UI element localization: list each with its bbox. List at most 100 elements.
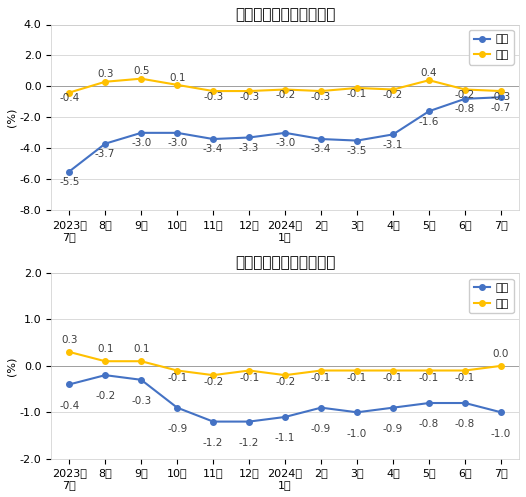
Text: -0.4: -0.4 [59,93,79,103]
环比 [246,88,252,94]
环比 [282,86,288,92]
同比 [102,372,108,378]
Text: -0.2: -0.2 [275,378,295,388]
同比 [174,405,180,411]
Line: 同比: 同比 [66,94,504,174]
环比 [462,367,468,373]
环比 [174,367,180,373]
Text: 0.3: 0.3 [61,335,77,345]
Text: -0.2: -0.2 [275,90,295,100]
同比 [210,418,216,424]
同比 [462,400,468,406]
Text: -0.3: -0.3 [203,92,223,102]
同比 [354,138,360,144]
Text: -3.0: -3.0 [167,138,187,148]
环比 [498,88,504,94]
同比 [498,94,504,100]
环比 [462,86,468,92]
同比 [282,414,288,420]
Text: -0.3: -0.3 [239,92,259,102]
Text: -0.8: -0.8 [455,104,475,114]
Text: -0.1: -0.1 [311,373,331,383]
Text: -0.1: -0.1 [383,373,403,383]
环比 [138,358,144,364]
Title: 生产资料出厂价格涨跌幅: 生产资料出厂价格涨跌幅 [235,7,335,22]
Text: -0.2: -0.2 [95,392,115,402]
环比 [318,88,324,94]
Text: -0.8: -0.8 [419,419,439,429]
Text: -0.1: -0.1 [167,373,187,383]
环比 [66,89,73,95]
Text: 0.4: 0.4 [421,68,437,78]
Text: -1.2: -1.2 [203,438,224,448]
Text: -1.6: -1.6 [419,117,439,127]
Text: 0.1: 0.1 [169,73,185,83]
Text: -1.0: -1.0 [491,428,511,438]
Text: -3.5: -3.5 [347,146,367,156]
同比 [138,377,144,383]
Line: 环比: 环比 [66,349,504,378]
环比 [246,367,252,373]
Text: -0.1: -0.1 [419,373,439,383]
环比 [426,77,432,83]
Line: 环比: 环比 [66,76,504,95]
Text: -3.0: -3.0 [275,138,295,148]
环比 [426,367,432,373]
Text: -0.7: -0.7 [491,103,511,113]
Text: -0.1: -0.1 [347,89,367,99]
环比 [210,88,216,94]
Text: -1.0: -1.0 [347,428,367,438]
同比 [210,136,216,142]
Legend: 同比, 环比: 同比, 环比 [469,30,513,65]
Y-axis label: (%): (%) [7,108,17,127]
Text: -0.3: -0.3 [311,92,331,102]
环比 [102,79,108,85]
环比 [354,85,360,91]
同比 [354,410,360,415]
Text: -1.2: -1.2 [239,438,259,448]
Text: -3.4: -3.4 [203,145,224,155]
Text: -0.3: -0.3 [491,92,511,102]
环比 [390,367,396,373]
环比 [210,372,216,378]
同比 [102,141,108,147]
Text: -0.2: -0.2 [383,90,403,100]
同比 [318,405,324,411]
同比 [66,382,73,388]
环比 [318,367,324,373]
同比 [462,96,468,102]
同比 [390,131,396,137]
环比 [174,82,180,88]
Text: -3.1: -3.1 [383,140,403,150]
Text: 0.1: 0.1 [133,344,149,354]
环比 [138,76,144,82]
Text: -3.4: -3.4 [311,145,331,155]
Text: -1.1: -1.1 [275,433,295,443]
同比 [282,130,288,136]
同比 [66,168,73,174]
Text: 0.3: 0.3 [97,70,114,80]
Text: -0.8: -0.8 [455,419,475,429]
Text: -0.4: -0.4 [59,401,79,411]
环比 [66,349,73,355]
环比 [498,363,504,369]
同比 [390,405,396,411]
同比 [246,135,252,141]
Text: -0.1: -0.1 [347,373,367,383]
Text: 0.1: 0.1 [97,344,114,354]
同比 [498,410,504,415]
Text: 0.5: 0.5 [133,67,149,77]
Legend: 同比, 环比: 同比, 环比 [469,278,513,313]
Text: -3.0: -3.0 [131,138,151,148]
Title: 生活资料出厂价格涨跌幅: 生活资料出厂价格涨跌幅 [235,255,335,270]
环比 [102,358,108,364]
环比 [354,367,360,373]
Text: -0.2: -0.2 [455,90,475,100]
Text: 0.0: 0.0 [493,349,509,359]
Text: -0.9: -0.9 [383,424,403,434]
Text: -0.2: -0.2 [203,378,223,388]
Text: -3.7: -3.7 [95,149,115,159]
Text: -0.1: -0.1 [455,373,475,383]
Text: -3.3: -3.3 [239,143,259,153]
同比 [246,418,252,424]
